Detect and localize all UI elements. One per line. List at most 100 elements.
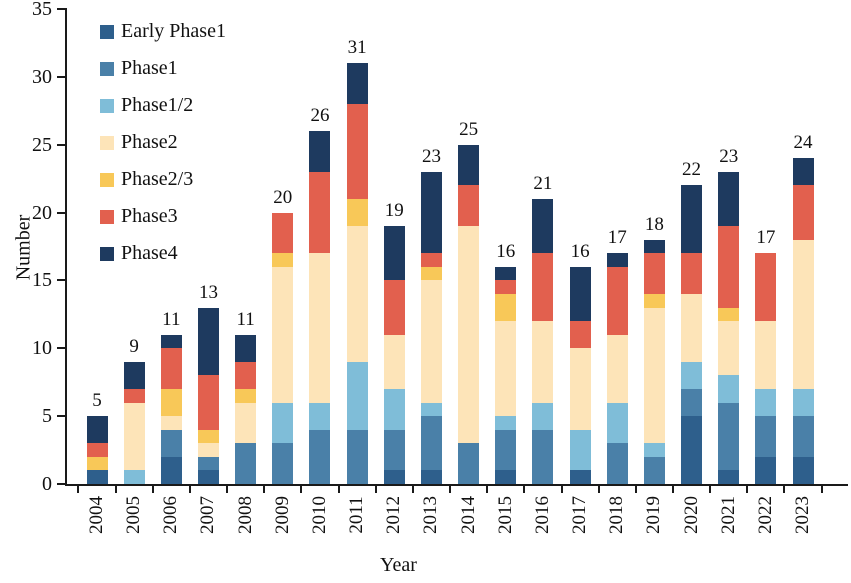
- bar-segment-2014-phase3: [458, 185, 480, 227]
- bar-segment-2016-phase1-2: [532, 402, 554, 430]
- bar-segment-2016-phase1: [532, 429, 554, 484]
- x-axis-tick: [783, 486, 786, 493]
- bar-segment-2011-phase3: [346, 104, 368, 199]
- y-axis-tick: [57, 483, 65, 485]
- x-axis-tick: [486, 486, 489, 493]
- bar-segment-2013-phase2-3: [420, 266, 442, 281]
- bar-segment-2019-phase3: [643, 253, 665, 294]
- bar-segment-2018-phase3: [606, 266, 628, 335]
- bar-segment-2006-early-phase1: [160, 456, 182, 484]
- bar-segment-2009-phase3: [272, 212, 294, 254]
- bar-segment-2022-phase1-2: [755, 389, 777, 417]
- bar-segment-2018-phase2: [606, 334, 628, 403]
- bar-segment-2015-phase1-2: [495, 416, 517, 430]
- bar-segment-2012-phase1: [383, 429, 405, 471]
- bar-segment-2021-phase1-2: [718, 375, 740, 403]
- bar-segment-2004-phase2-3: [86, 456, 108, 471]
- bar-segment-2015-phase1: [495, 429, 517, 471]
- legend-swatch-icon: [100, 172, 114, 187]
- x-axis-tick: [77, 486, 80, 493]
- bar-segment-2013-phase1-2: [420, 402, 442, 417]
- bar-segment-2007-phase4: [197, 307, 219, 376]
- bar-segment-2017-phase2: [569, 348, 591, 430]
- bar-total-label-2010: 26: [310, 105, 330, 127]
- bar-segment-2017-phase3: [569, 321, 591, 349]
- bar-segment-2020-phase3: [681, 253, 703, 294]
- bar-segment-2017-phase1-2: [569, 429, 591, 471]
- bar-segment-2005-phase1-2: [123, 470, 145, 484]
- y-axis-tick-label: 25: [32, 133, 52, 156]
- bar-segment-2019-phase1: [643, 456, 665, 484]
- legend-swatch-icon: [100, 61, 114, 76]
- x-axis-tick-label-2008: 2008: [234, 496, 256, 534]
- bar-segment-2007-phase2: [197, 443, 219, 457]
- bar-segment-2016-phase4: [532, 199, 554, 254]
- bar-segment-2012-phase2: [383, 334, 405, 389]
- y-axis-tick: [57, 211, 65, 214]
- x-axis-tick: [374, 486, 377, 493]
- legend-item-phase1: Phase1: [100, 50, 226, 87]
- bar-segment-2009-phase1: [272, 443, 294, 484]
- bar-segment-2023-phase2: [792, 239, 814, 389]
- y-axis-tick: [57, 415, 65, 418]
- bar-segment-2015-phase2-3: [495, 294, 517, 322]
- legend-label: Phase2/3: [121, 168, 194, 190]
- x-axis-tick-label-2013: 2013: [420, 496, 442, 534]
- bar-segment-2022-early-phase1: [755, 456, 777, 484]
- y-axis-tick-label: 20: [32, 201, 52, 224]
- x-axis-tick: [337, 486, 340, 493]
- bar-segment-2022-phase1: [755, 416, 777, 457]
- legend: Early Phase1 Phase1 Phase1/2 Phase2 Phase2/3…: [100, 13, 226, 272]
- bar-segment-2015-phase4: [495, 266, 517, 281]
- bar-segment-2010-phase1-2: [309, 402, 331, 430]
- bar-total-label-2020: 22: [682, 159, 702, 181]
- y-axis-tick-label: 35: [32, 0, 52, 20]
- bar-total-label-2021: 23: [719, 145, 739, 167]
- x-axis-tick: [597, 486, 600, 493]
- bar-segment-2021-phase1: [718, 402, 740, 471]
- legend-swatch-icon: [100, 98, 114, 113]
- bar-total-label-2017: 16: [570, 240, 590, 262]
- bar-total-label-2012: 19: [384, 200, 404, 222]
- bar-segment-2021-early-phase1: [718, 470, 740, 484]
- bar-total-label-2015: 16: [496, 240, 516, 262]
- x-axis-tick-label-2019: 2019: [643, 496, 665, 534]
- y-axis-tick: [57, 143, 65, 146]
- x-axis-tick-label-2022: 2022: [754, 496, 776, 534]
- bar-segment-2023-phase1-2: [792, 389, 814, 417]
- legend-swatch-icon: [100, 24, 114, 39]
- x-axis-tick: [820, 486, 823, 493]
- bar-segment-2014-phase2: [458, 226, 480, 444]
- x-axis-tick-label-2023: 2023: [792, 496, 814, 534]
- y-axis-tick-label: 15: [32, 269, 52, 292]
- y-axis-tick: [57, 8, 65, 10]
- bar-segment-2020-phase2: [681, 294, 703, 362]
- legend-label: Phase1: [121, 57, 178, 79]
- bar-segment-2008-phase1: [235, 443, 257, 484]
- bar-total-label-2008: 11: [236, 308, 255, 330]
- x-axis-tick: [671, 486, 674, 493]
- x-axis-tick-label-2011: 2011: [346, 496, 368, 534]
- bar-segment-2011-phase1: [346, 429, 368, 484]
- bar-segment-2010-phase2: [309, 253, 331, 403]
- bar-segment-2020-phase1: [681, 389, 703, 417]
- legend-item-phase3: Phase3: [100, 198, 226, 235]
- x-axis-tick-label-2005: 2005: [123, 496, 145, 534]
- legend-label: Phase3: [121, 205, 178, 227]
- bar-total-label-2018: 17: [607, 227, 627, 249]
- bar-segment-2006-phase3: [160, 348, 182, 389]
- x-axis-tick-label-2006: 2006: [160, 496, 182, 534]
- bar-segment-2020-early-phase1: [681, 416, 703, 484]
- bar-segment-2008-phase3: [235, 361, 257, 389]
- bar-segment-2013-phase2: [420, 280, 442, 403]
- bar-total-label-2006: 11: [162, 308, 181, 330]
- y-axis-tick-label: 30: [32, 65, 52, 88]
- x-axis-tick: [634, 486, 637, 493]
- bar-segment-2005-phase2: [123, 402, 145, 471]
- bar-segment-2021-phase4: [718, 171, 740, 227]
- bar-segment-2006-phase2: [160, 416, 182, 430]
- bar-segment-2019-phase1-2: [643, 443, 665, 457]
- x-axis-tick-label-2020: 2020: [680, 496, 702, 534]
- bar-segment-2013-early-phase1: [420, 470, 442, 484]
- bar-segment-2022-phase3: [755, 253, 777, 322]
